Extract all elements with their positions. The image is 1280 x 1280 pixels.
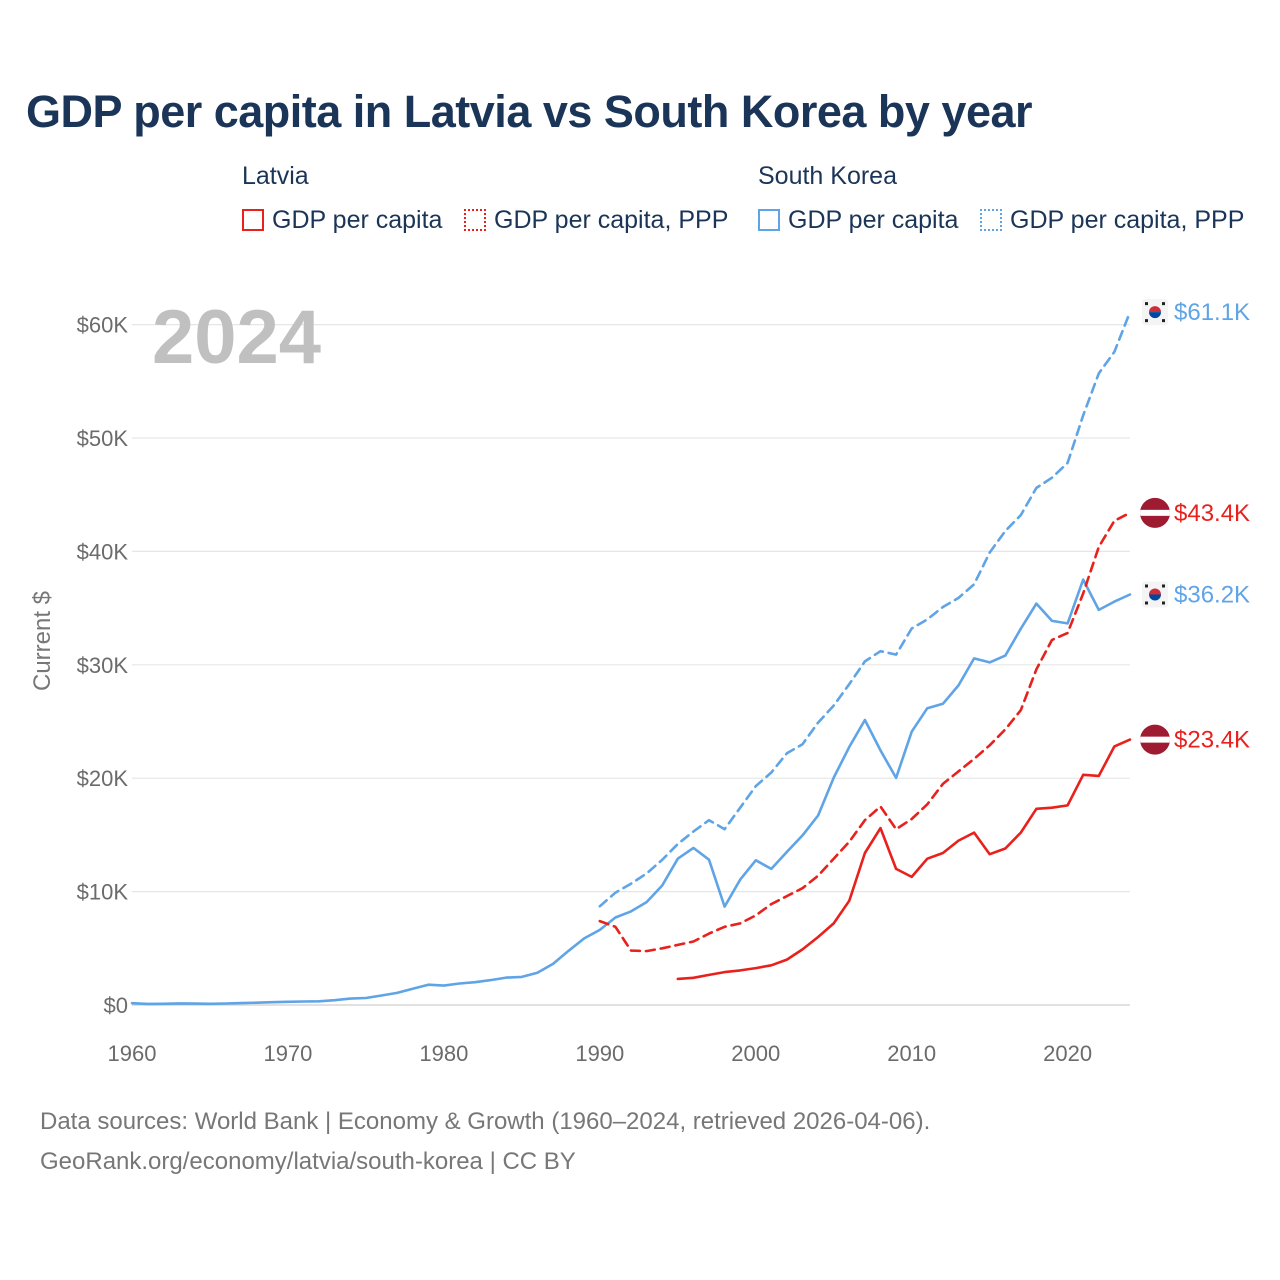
year-overlay: 2024 — [152, 295, 321, 380]
legend-swatch-south-korea-dotted — [980, 209, 1002, 231]
x-tick-label: 1960 — [108, 1041, 157, 1066]
flag-trigram — [1145, 319, 1148, 323]
series-line-latvia-dashed — [598, 511, 1132, 953]
flag-trigram — [1162, 319, 1165, 323]
flag-yang — [1149, 306, 1161, 313]
y-tick-label: $0 — [104, 993, 128, 1018]
x-tick-label: 2010 — [887, 1041, 936, 1066]
flag-trigram — [1162, 601, 1165, 605]
flag-body — [1140, 497, 1170, 528]
flag-trigram — [1145, 601, 1148, 605]
legend-group-latvia: Latvia — [242, 162, 309, 190]
legend-group-south-korea: South Korea — [758, 162, 897, 190]
legend-swatch-latvia-solid — [242, 209, 264, 231]
end-value-label: $23.4K — [1174, 727, 1250, 754]
legend-label: GDP per capita, PPP — [1010, 205, 1245, 234]
flag-white-stripe — [1140, 509, 1170, 516]
legend-label: GDP per capita, PPP — [494, 205, 729, 234]
source-line-2: GeoRank.org/economy/latvia/south-korea |… — [40, 1148, 576, 1175]
end-value-label: $43.4K — [1174, 500, 1250, 527]
y-tick-label: $10K — [77, 880, 129, 905]
legend-label: GDP per capita — [788, 205, 959, 234]
legend-item-south-korea-gdp[interactable]: GDP per capita — [758, 204, 958, 236]
y-axis-label: Current $ — [29, 591, 56, 691]
flag-yin — [1149, 312, 1161, 319]
flag-yang — [1149, 588, 1161, 595]
chart-title: GDP per capita in Latvia vs South Korea … — [26, 86, 1033, 137]
flag-trigram — [1145, 302, 1148, 306]
y-tick-label: $40K — [77, 539, 129, 564]
x-tick-label: 2020 — [1043, 1041, 1092, 1066]
series-line-latvia-solid — [676, 738, 1132, 981]
flag-yin — [1149, 594, 1161, 601]
legend-swatch-south-korea-solid — [758, 209, 780, 231]
latvia-flag-icon — [1140, 497, 1170, 528]
y-tick-label: $50K — [77, 426, 129, 451]
south-korea-flag-icon — [1142, 581, 1168, 608]
x-tick-label: 1980 — [419, 1041, 468, 1066]
flag-trigram — [1162, 584, 1165, 588]
flag-body — [1140, 724, 1170, 755]
legend-item-latvia-gdp[interactable]: GDP per capita — [242, 204, 442, 236]
x-tick-label: 1970 — [263, 1041, 312, 1066]
legend-item-south-korea-gdp-ppp[interactable]: GDP per capita, PPP — [980, 204, 1244, 236]
y-tick-label: $20K — [77, 766, 129, 791]
legend-swatch-latvia-dotted — [464, 209, 486, 231]
y-tick-label: $60K — [77, 313, 129, 338]
series-line-south_korea-solid — [130, 578, 1132, 1006]
flag-trigram — [1145, 584, 1148, 588]
latvia-flag-icon — [1140, 724, 1170, 755]
end-value-label: $36.2K — [1174, 581, 1250, 608]
south-korea-flag-icon — [1142, 299, 1168, 326]
x-tick-label: 1990 — [575, 1041, 624, 1066]
legend-item-latvia-gdp-ppp[interactable]: GDP per capita, PPP — [464, 204, 728, 236]
y-tick-label: $30K — [77, 653, 129, 678]
legend-label: GDP per capita — [272, 205, 443, 234]
flag-trigram — [1162, 302, 1165, 306]
end-value-label: $61.1K — [1174, 299, 1250, 326]
series-line-south_korea-dashed — [598, 310, 1132, 908]
source-line-1: Data sources: World Bank | Economy & Gro… — [40, 1108, 931, 1135]
flag-white-stripe — [1140, 736, 1170, 743]
x-tick-label: 2000 — [731, 1041, 780, 1066]
